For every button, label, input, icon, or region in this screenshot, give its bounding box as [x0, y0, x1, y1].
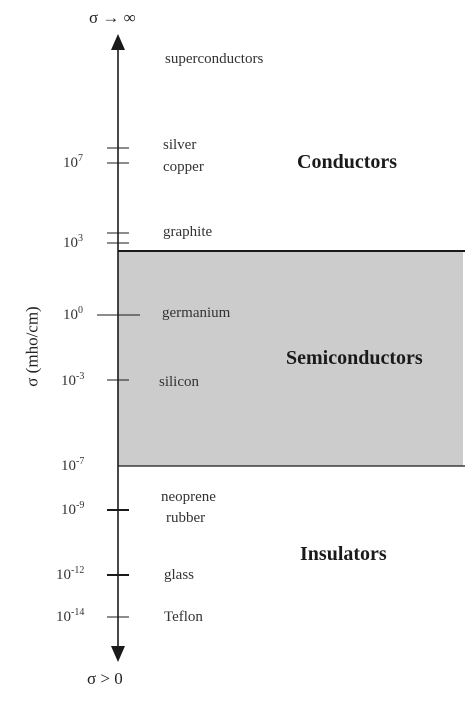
tick-label-1e-9: 10-9 — [61, 500, 85, 518]
axis-top-label: σ → ∞ — [89, 8, 136, 27]
material-neoprene: neoprene — [161, 489, 216, 505]
y-axis-label: σ (mho/cm) — [22, 306, 42, 387]
material-silicon: silicon — [159, 374, 199, 390]
tick-label-1e0: 100 — [63, 305, 83, 323]
tick-label-1e-3: 10-3 — [61, 371, 85, 389]
material-graphite: graphite — [163, 224, 213, 240]
tick-label-1e-7: 10-7 — [61, 456, 85, 474]
material-rubber: rubber — [166, 510, 206, 526]
region-insulators: Insulators — [300, 543, 387, 565]
tick-label-1e-14: 10-14 — [56, 607, 85, 625]
region-semiconductors: Semiconductors — [286, 347, 423, 369]
tick-label-1e3: 103 — [63, 233, 83, 251]
material-copper: copper — [163, 159, 204, 175]
tick-label-1e7: 107 — [63, 153, 83, 171]
axis-bottom-label: σ > 0 — [87, 669, 123, 688]
semiconductor-band — [118, 251, 463, 466]
tick-label-1e-12: 10-12 — [56, 565, 85, 583]
material-superconductors: superconductors — [165, 51, 264, 67]
axis-arrow-down — [111, 646, 125, 662]
axis-arrow-up — [111, 34, 125, 50]
material-glass: glass — [164, 567, 194, 583]
material-germanium: germanium — [162, 305, 231, 321]
material-teflon: Teflon — [164, 609, 203, 625]
region-conductors: Conductors — [297, 151, 398, 173]
material-silver: silver — [163, 137, 197, 153]
